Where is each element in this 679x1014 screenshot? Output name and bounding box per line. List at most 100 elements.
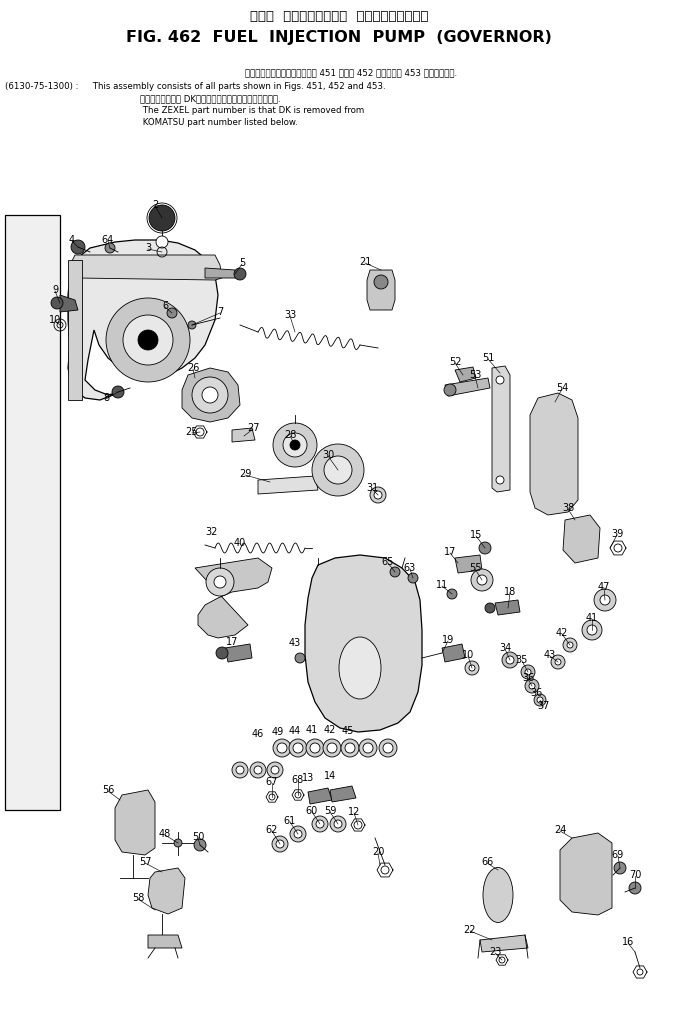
Text: The ZEXEL part number is that DK is removed from: The ZEXEL part number is that DK is remo… bbox=[140, 106, 364, 115]
Circle shape bbox=[312, 444, 364, 496]
Text: 24: 24 bbox=[554, 825, 566, 835]
Text: 品番のメーカ記号 DKを除いたものがゼクセルの品番です.: 品番のメーカ記号 DKを除いたものがゼクセルの品番です. bbox=[140, 94, 280, 103]
Polygon shape bbox=[305, 555, 422, 732]
Circle shape bbox=[534, 694, 546, 706]
Text: 59: 59 bbox=[324, 806, 336, 816]
Circle shape bbox=[525, 679, 539, 693]
Text: 20: 20 bbox=[372, 847, 384, 857]
Text: 49: 49 bbox=[272, 727, 284, 737]
Polygon shape bbox=[60, 295, 78, 312]
Text: 16: 16 bbox=[622, 937, 634, 947]
Circle shape bbox=[236, 766, 244, 774]
Circle shape bbox=[563, 638, 577, 652]
Circle shape bbox=[506, 656, 514, 664]
Text: 19: 19 bbox=[442, 635, 454, 645]
Circle shape bbox=[582, 620, 602, 640]
Polygon shape bbox=[68, 240, 218, 400]
Circle shape bbox=[390, 567, 400, 577]
Circle shape bbox=[408, 573, 418, 583]
Circle shape bbox=[232, 762, 248, 778]
Polygon shape bbox=[258, 476, 318, 494]
Circle shape bbox=[294, 830, 302, 838]
Polygon shape bbox=[442, 644, 465, 662]
Text: 53: 53 bbox=[469, 370, 481, 380]
Text: 62: 62 bbox=[265, 825, 278, 835]
Circle shape bbox=[254, 766, 262, 774]
Circle shape bbox=[194, 839, 206, 851]
Text: 23: 23 bbox=[489, 947, 501, 957]
Text: 29: 29 bbox=[239, 469, 251, 479]
Circle shape bbox=[312, 816, 328, 832]
Text: 9: 9 bbox=[52, 285, 58, 295]
Text: 13: 13 bbox=[302, 773, 314, 783]
Polygon shape bbox=[480, 935, 528, 952]
Circle shape bbox=[525, 669, 531, 675]
Circle shape bbox=[477, 575, 487, 585]
Text: 6: 6 bbox=[162, 301, 168, 311]
Circle shape bbox=[551, 655, 565, 669]
Circle shape bbox=[324, 456, 352, 484]
Text: 51: 51 bbox=[482, 353, 494, 363]
Circle shape bbox=[327, 743, 337, 753]
Circle shape bbox=[587, 625, 597, 635]
Polygon shape bbox=[225, 644, 252, 662]
Text: 28: 28 bbox=[284, 430, 296, 440]
Circle shape bbox=[370, 487, 386, 503]
Text: 33: 33 bbox=[284, 310, 296, 320]
Text: 27: 27 bbox=[246, 423, 259, 433]
Circle shape bbox=[277, 743, 287, 753]
Ellipse shape bbox=[483, 868, 513, 923]
Text: 12: 12 bbox=[348, 807, 360, 817]
Circle shape bbox=[290, 826, 306, 842]
Circle shape bbox=[330, 816, 346, 832]
Text: 36: 36 bbox=[530, 689, 542, 698]
Circle shape bbox=[479, 542, 491, 554]
Polygon shape bbox=[492, 366, 510, 492]
Polygon shape bbox=[182, 368, 240, 422]
Circle shape bbox=[295, 653, 305, 663]
Text: 46: 46 bbox=[252, 729, 264, 739]
Circle shape bbox=[594, 589, 616, 611]
Circle shape bbox=[374, 491, 382, 499]
Circle shape bbox=[192, 377, 228, 413]
Circle shape bbox=[383, 743, 393, 753]
Text: 32: 32 bbox=[206, 527, 218, 537]
Circle shape bbox=[234, 268, 246, 280]
Text: 52: 52 bbox=[449, 357, 461, 367]
Circle shape bbox=[444, 384, 456, 396]
Circle shape bbox=[345, 743, 355, 753]
Text: 56: 56 bbox=[102, 785, 114, 795]
Circle shape bbox=[283, 433, 307, 457]
Circle shape bbox=[316, 820, 324, 828]
Text: 7: 7 bbox=[217, 307, 223, 317]
Text: 42: 42 bbox=[556, 628, 568, 638]
Circle shape bbox=[273, 423, 317, 467]
Circle shape bbox=[202, 387, 218, 403]
Circle shape bbox=[567, 642, 573, 648]
Polygon shape bbox=[232, 428, 255, 442]
Text: 60: 60 bbox=[306, 806, 318, 816]
Circle shape bbox=[334, 820, 342, 828]
Text: 45: 45 bbox=[342, 726, 354, 736]
Polygon shape bbox=[455, 367, 476, 382]
Polygon shape bbox=[455, 555, 482, 573]
Text: 65: 65 bbox=[382, 557, 394, 567]
Text: このアセンブリの構成部品は第 451 図，第 452 図および第 453 図を含みます.: このアセンブリの構成部品は第 451 図，第 452 図および第 453 図を含… bbox=[245, 68, 457, 77]
Text: 43: 43 bbox=[289, 638, 301, 648]
Circle shape bbox=[289, 739, 307, 757]
Circle shape bbox=[138, 330, 158, 350]
Polygon shape bbox=[148, 868, 185, 914]
Circle shape bbox=[271, 766, 279, 774]
Text: FIG. 462  FUEL  INJECTION  PUMP  (GOVERNOR): FIG. 462 FUEL INJECTION PUMP (GOVERNOR) bbox=[126, 30, 552, 45]
Circle shape bbox=[188, 321, 196, 329]
Circle shape bbox=[250, 762, 266, 778]
Polygon shape bbox=[68, 260, 82, 400]
Text: 36: 36 bbox=[522, 673, 534, 683]
Circle shape bbox=[174, 839, 182, 847]
Polygon shape bbox=[195, 558, 272, 638]
Circle shape bbox=[341, 739, 359, 757]
Circle shape bbox=[521, 665, 535, 679]
Text: 34: 34 bbox=[499, 643, 511, 653]
Circle shape bbox=[323, 739, 341, 757]
Text: 42: 42 bbox=[324, 725, 336, 735]
